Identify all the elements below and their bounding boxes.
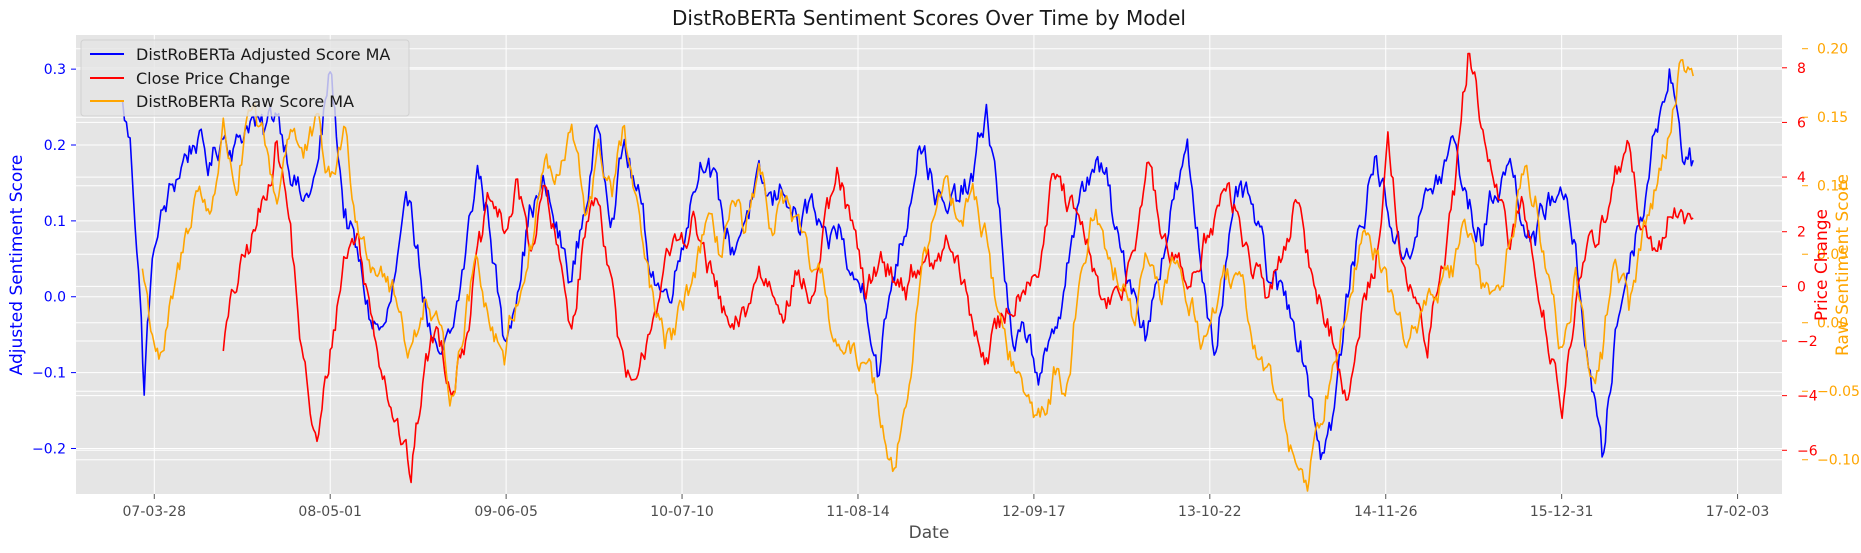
left-tick-label: −0.2: [32, 441, 66, 457]
series-layer: [121, 52, 1694, 492]
x-tick-label: 15-12-31: [1530, 504, 1594, 520]
x-tick-label: 14-11-26: [1354, 504, 1418, 520]
x-axis-title: Date: [909, 523, 950, 543]
right_outer-tick-label: −0.05: [1817, 384, 1860, 400]
right_inner-tick-label: 2: [1797, 225, 1806, 241]
y-axis-left-title: Adjusted Sentiment Score: [7, 155, 27, 376]
y-axis-right-outer-title: Raw Sentiment Score: [1833, 174, 1853, 356]
left-tick-label: −0.1: [32, 366, 66, 382]
left-tick-label: 0.1: [44, 214, 66, 230]
axis-layer: 07-03-28 08-05-01 09-06-05 10-07-10 11-08-14…: [32, 42, 1860, 520]
legend-label-adjusted: DistRoBERTa Adjusted Score MA: [136, 45, 390, 64]
right_inner-tick-label: −4: [1797, 389, 1818, 405]
series-line-1: [222, 52, 1694, 484]
right_inner-tick-label: −6: [1797, 443, 1818, 459]
series-line-0: [121, 68, 1694, 461]
right_outer-tick-label: −0.10: [1817, 453, 1860, 469]
right_outer-tick-label: 0.20: [1817, 42, 1848, 58]
series-line-2: [141, 58, 1694, 492]
x-tick-label: 11-08-14: [826, 504, 890, 520]
legend-label-price: Close Price Change: [136, 69, 290, 88]
legend: DistRoBERTa Adjusted Score MA Close Pric…: [80, 39, 410, 117]
left-tick-label: 0.2: [44, 138, 66, 154]
chart-title: DistRoBERTa Sentiment Scores Over Time b…: [672, 6, 1186, 30]
grid-layer: [76, 35, 1782, 494]
x-tick-label: 08-05-01: [298, 504, 362, 520]
x-tick-label: 09-06-05: [474, 504, 538, 520]
legend-box: [80, 39, 410, 117]
legend-label-raw: DistRoBERTa Raw Score MA: [136, 92, 354, 111]
right_outer-tick-label: 0.05: [1817, 247, 1848, 263]
left-tick-label: 0.3: [44, 62, 66, 78]
right_outer-tick-label: 0.10: [1817, 179, 1848, 195]
x-tick-label: 17-02-03: [1706, 504, 1770, 520]
y-axis-right-inner-title: Price Change: [1812, 209, 1832, 321]
x-tick-label: 13-10-22: [1178, 504, 1242, 520]
right_outer-tick-label: 0.15: [1817, 110, 1848, 126]
right_inner-tick-label: 0: [1797, 279, 1806, 295]
right_inner-tick-label: 6: [1797, 115, 1806, 131]
right_inner-tick-label: 8: [1797, 61, 1806, 77]
right_outer-tick-label: 0.00: [1817, 316, 1848, 332]
x-tick-label: 12-09-17: [1002, 504, 1066, 520]
left-tick-label: 0.0: [44, 290, 66, 306]
x-tick-label: 10-07-10: [650, 504, 714, 520]
x-tick-label: 07-03-28: [123, 504, 187, 520]
right_inner-tick-label: −2: [1797, 334, 1818, 350]
right_inner-tick-label: 4: [1797, 170, 1806, 186]
